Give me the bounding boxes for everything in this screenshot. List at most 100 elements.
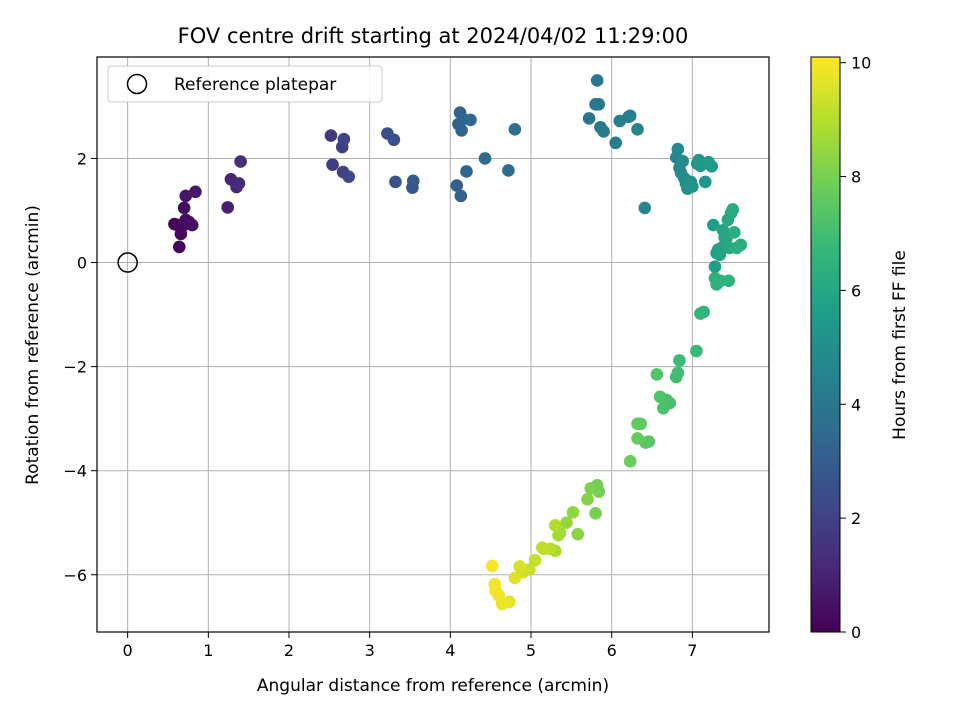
grid <box>97 57 769 632</box>
legend-reference-marker <box>126 73 148 95</box>
data-point <box>631 432 644 445</box>
colorbar-tick-label: 8 <box>851 168 861 187</box>
data-point <box>631 123 644 136</box>
data-point <box>726 203 739 216</box>
data-point <box>454 189 468 203</box>
data-point <box>450 179 464 192</box>
data-point <box>697 305 710 319</box>
data-point <box>609 136 623 150</box>
data-point <box>387 133 401 147</box>
x-tick-label: 3 <box>365 641 375 660</box>
data-point <box>172 240 186 254</box>
data-point <box>623 455 637 468</box>
x-tick-label: 2 <box>284 641 294 660</box>
data-point <box>464 113 477 127</box>
x-tick-label: 5 <box>526 641 536 660</box>
data-point <box>548 519 562 532</box>
x-tick-label: 4 <box>445 641 455 660</box>
legend-entry-reference: Reference platepar <box>174 75 336 95</box>
data-point <box>589 507 602 520</box>
x-tick-label: 7 <box>687 641 697 660</box>
data-point <box>455 124 468 137</box>
data-point <box>478 152 492 165</box>
data-point <box>707 218 720 232</box>
data-point <box>584 482 598 495</box>
data-point <box>508 571 522 585</box>
y-tick-label: 0 <box>77 254 87 273</box>
data-point <box>728 226 741 239</box>
chart-title: FOV centre drift starting at 2024/04/02 … <box>178 24 689 48</box>
data-point <box>657 401 670 415</box>
data-point <box>581 493 594 506</box>
scatter-points <box>117 74 748 611</box>
data-point <box>650 368 664 381</box>
data-point <box>342 170 355 183</box>
data-point <box>590 74 604 87</box>
data-point <box>708 260 722 274</box>
data-point <box>189 185 202 199</box>
data-point <box>722 274 735 288</box>
data-point <box>552 528 565 542</box>
data-point <box>502 164 515 177</box>
colorbar-tick-label: 4 <box>851 395 861 414</box>
colorbar-tick-label: 10 <box>851 54 871 73</box>
data-point <box>592 98 606 111</box>
data-point <box>698 175 712 189</box>
data-point <box>221 201 234 214</box>
data-point <box>638 201 652 215</box>
colorbar-tick-label: 0 <box>851 623 861 642</box>
data-point <box>690 344 703 358</box>
colorbar-label: Hours from first FF file <box>890 250 910 440</box>
y-tick-label: −6 <box>63 566 87 585</box>
colorbar: 0 2 4 6 8 10 Hours from first FF file <box>810 54 910 642</box>
data-point <box>326 158 339 172</box>
colorbar-tick-label: 2 <box>851 509 861 528</box>
data-point <box>337 132 351 146</box>
data-point <box>686 180 699 193</box>
data-point <box>734 238 748 252</box>
data-point <box>597 125 610 138</box>
x-axis-ticks: 0 1 2 3 4 5 6 7 <box>123 632 697 660</box>
data-point <box>582 112 596 125</box>
colorbar-ticks: 0 2 4 6 8 10 <box>840 54 871 642</box>
data-point <box>673 354 686 367</box>
data-point <box>508 123 522 136</box>
data-point <box>631 417 644 431</box>
data-point <box>389 175 402 189</box>
y-tick-label: 2 <box>77 149 87 168</box>
data-point <box>179 189 193 203</box>
reference-platepar-point <box>117 252 138 273</box>
data-point <box>653 390 667 404</box>
data-point <box>177 201 191 215</box>
data-point <box>671 142 685 156</box>
y-tick-label: −4 <box>63 462 87 481</box>
data-point <box>566 506 580 519</box>
data-point <box>623 109 637 123</box>
data-point <box>488 577 502 591</box>
data-point <box>406 174 420 188</box>
y-axis-ticks: −6 −4 −2 0 2 <box>63 149 97 585</box>
x-tick-label: 1 <box>203 641 213 660</box>
legend-box <box>107 65 383 103</box>
x-tick-label: 6 <box>607 641 617 660</box>
data-point <box>571 527 585 541</box>
data-point <box>185 218 199 232</box>
data-point <box>232 177 246 190</box>
y-tick-label: −2 <box>63 358 87 377</box>
data-point <box>676 154 689 168</box>
data-point <box>324 129 338 142</box>
data-point <box>485 559 499 573</box>
colorbar-gradient <box>810 56 841 633</box>
x-tick-label: 0 <box>123 641 133 660</box>
data-point <box>460 165 473 178</box>
data-point <box>705 159 719 173</box>
data-point <box>536 541 549 555</box>
data-point <box>560 516 573 530</box>
data-point <box>513 560 527 573</box>
data-point <box>234 155 247 168</box>
data-point <box>528 553 542 567</box>
legend: Reference platepar <box>107 65 383 103</box>
data-point <box>669 370 683 384</box>
x-axis-label: Angular distance from reference (arcmin) <box>257 676 609 696</box>
